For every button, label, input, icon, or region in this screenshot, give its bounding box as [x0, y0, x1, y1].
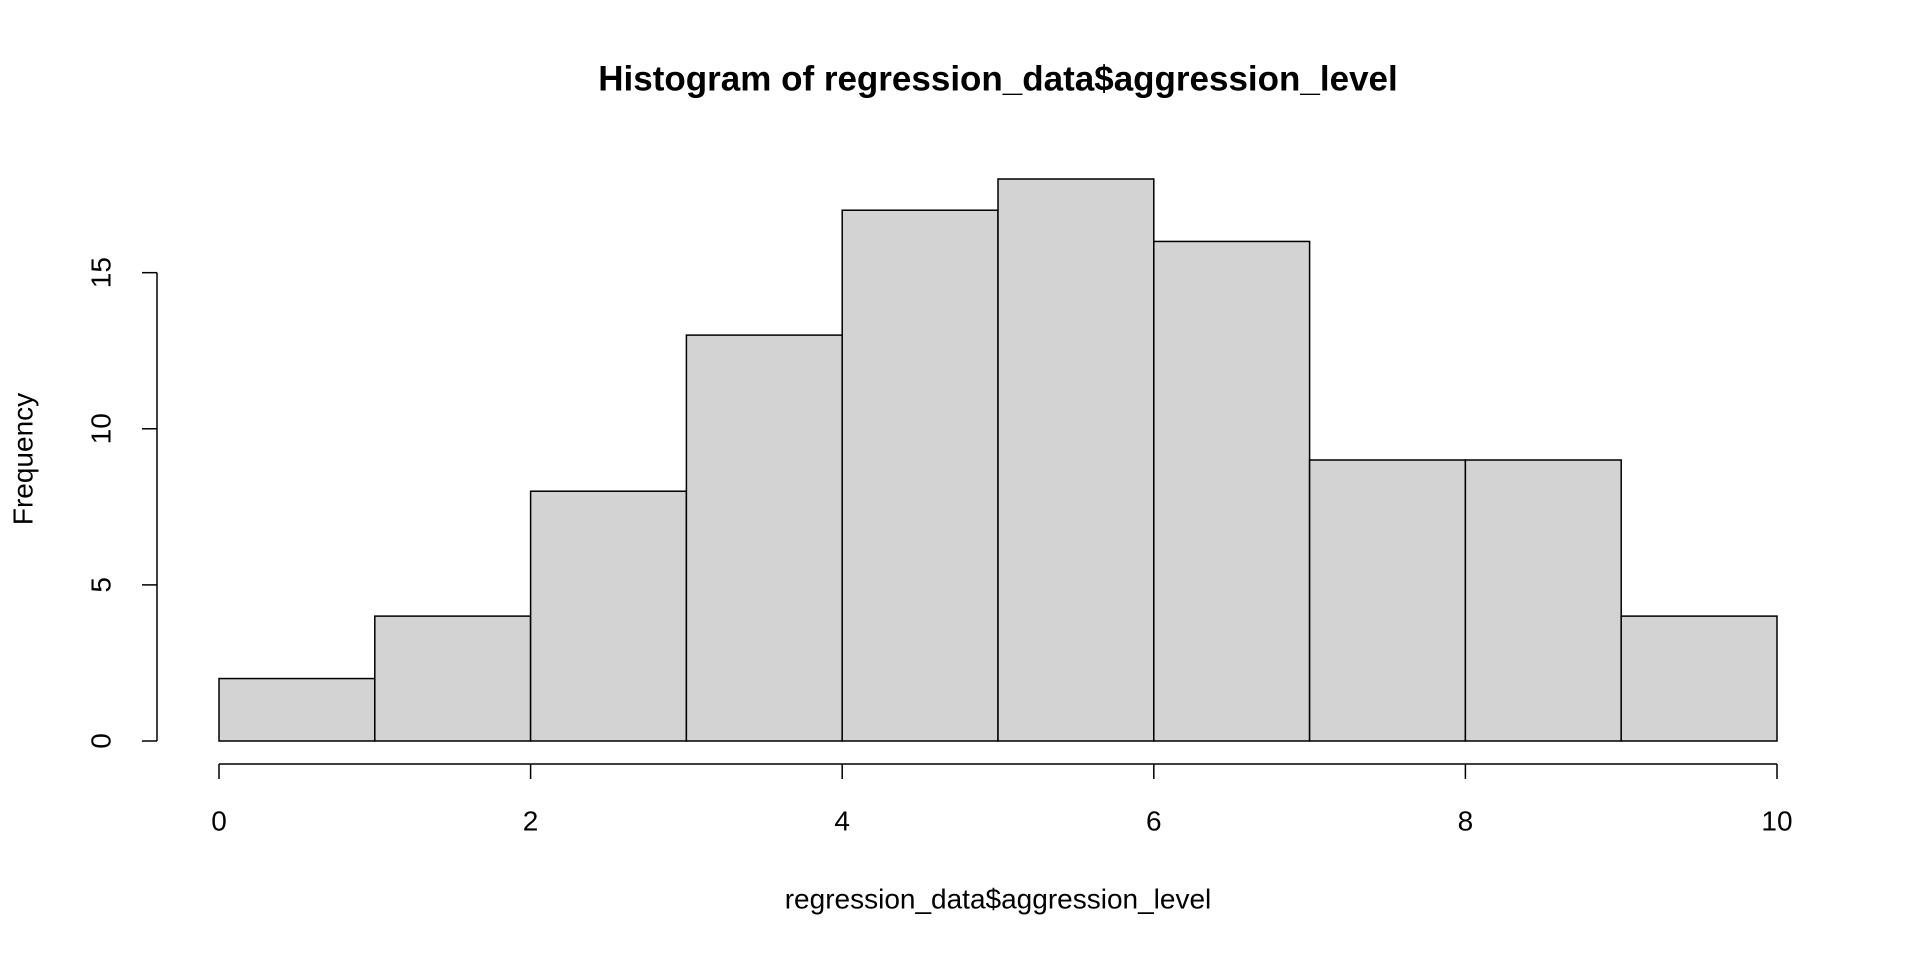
x-axis-label: regression_data$aggression_level [785, 883, 1212, 914]
x-tick-label: 8 [1458, 805, 1474, 836]
bar [997, 178, 1155, 742]
y-axis-label: Frequency [7, 393, 38, 525]
y-tick-label: 10 [85, 413, 116, 444]
chart-title: Histogram of regression_data$aggression_… [598, 59, 1397, 98]
bar [841, 209, 999, 742]
bar [1620, 615, 1778, 742]
bar [1153, 240, 1311, 742]
x-tick-label: 0 [211, 805, 227, 836]
y-tick-label: 15 [85, 257, 116, 288]
x-tick-label: 10 [1761, 805, 1792, 836]
bar [218, 677, 376, 742]
bar [1308, 459, 1467, 742]
x-tick-label: 6 [1146, 805, 1162, 836]
x-tick-label: 2 [523, 805, 539, 836]
bar [1464, 459, 1622, 742]
y-tick-label: 0 [85, 733, 116, 749]
y-tick-label: 5 [85, 577, 116, 593]
x-tick-label: 4 [834, 805, 850, 836]
bar [529, 490, 688, 742]
bar [685, 334, 843, 742]
bar [374, 615, 532, 742]
